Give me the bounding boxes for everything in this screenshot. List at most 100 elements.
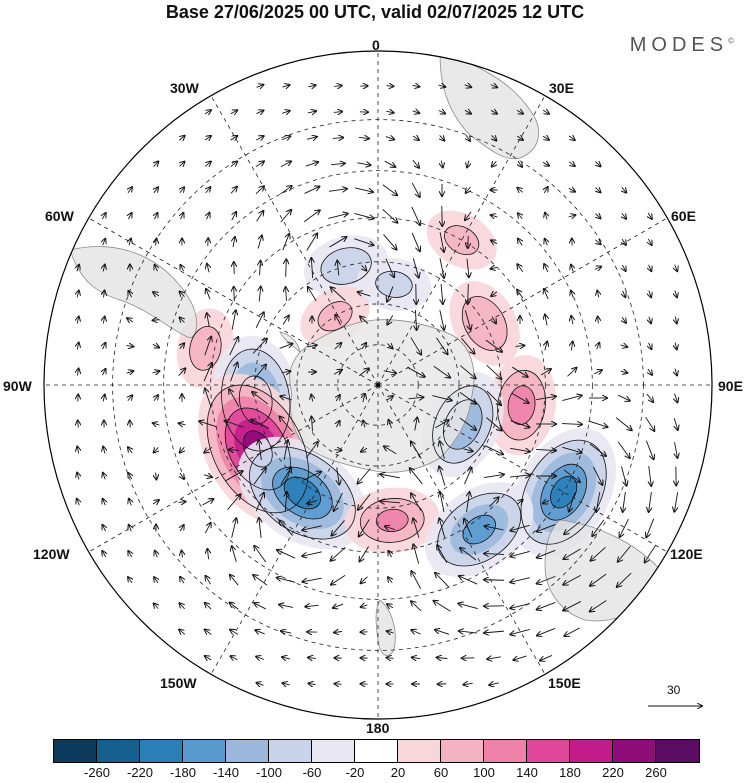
wind-vector bbox=[277, 578, 296, 583]
wind-vector bbox=[77, 447, 78, 454]
colorbar-tick-label: 260 bbox=[645, 765, 667, 780]
wind-vector bbox=[380, 474, 400, 479]
wind-vector bbox=[311, 258, 312, 279]
lon-label-60e: 60E bbox=[671, 208, 696, 224]
wind-vector bbox=[359, 546, 369, 562]
wind-vector bbox=[623, 290, 626, 297]
wind-vector bbox=[230, 161, 238, 167]
wind-vector bbox=[440, 492, 445, 512]
wind-vector bbox=[103, 395, 105, 402]
wind-vector bbox=[467, 258, 469, 277]
wind-vector bbox=[388, 551, 391, 558]
wind-vector bbox=[359, 519, 370, 537]
wind-vector bbox=[128, 551, 131, 558]
wind-vector bbox=[487, 657, 501, 659]
wind-vector bbox=[513, 655, 527, 660]
wind-vector bbox=[535, 449, 556, 450]
colorbar-tick-label: 220 bbox=[602, 765, 624, 780]
wind-vector bbox=[464, 85, 472, 87]
wind-vector bbox=[649, 492, 652, 512]
wind-vector bbox=[280, 186, 291, 195]
wind-vector bbox=[227, 494, 241, 510]
wind-vector bbox=[181, 551, 182, 558]
colorbar-tick-label: -20 bbox=[345, 765, 365, 780]
wind-vector bbox=[491, 215, 498, 217]
wind-vector bbox=[256, 656, 265, 659]
wind-vector bbox=[588, 420, 607, 427]
wind-vector bbox=[282, 683, 290, 685]
wind-vector bbox=[621, 466, 626, 485]
wind-vector bbox=[389, 420, 392, 429]
wind-vector bbox=[308, 658, 317, 659]
wind-vector bbox=[590, 600, 607, 611]
positive-anomaly-band bbox=[508, 385, 536, 425]
colorbar-tick-label: 140 bbox=[516, 765, 538, 780]
anomaly-contour bbox=[206, 384, 309, 514]
wind-vector bbox=[102, 525, 105, 532]
wind-vector bbox=[234, 287, 235, 302]
wind-vector bbox=[256, 136, 263, 140]
wind-vector bbox=[518, 213, 522, 218]
wind-vector bbox=[102, 213, 105, 220]
wind-vector bbox=[545, 342, 547, 351]
wind-vector bbox=[362, 265, 367, 270]
wind-vector bbox=[459, 391, 476, 404]
wind-vector bbox=[129, 239, 131, 246]
anomaly-contour bbox=[238, 375, 273, 425]
wind-vector bbox=[152, 500, 159, 504]
wind-vectors bbox=[77, 85, 678, 686]
wind-vector bbox=[230, 630, 239, 635]
wind-vector bbox=[490, 110, 497, 113]
wind-vector bbox=[154, 447, 159, 452]
wind-vector bbox=[510, 420, 530, 428]
wind-vector bbox=[363, 421, 365, 428]
wind-vector bbox=[649, 342, 652, 349]
wind-vector bbox=[464, 519, 473, 538]
wind-vector bbox=[156, 239, 157, 246]
wind-vector bbox=[544, 264, 548, 273]
wind-vector bbox=[486, 390, 501, 405]
wind-vector bbox=[311, 417, 312, 432]
wind-vector bbox=[286, 259, 287, 277]
wind-vector bbox=[337, 261, 339, 276]
wind-vector bbox=[537, 524, 556, 531]
wind-vector bbox=[281, 371, 291, 372]
wind-vector bbox=[433, 365, 450, 377]
wind-vector bbox=[302, 472, 321, 481]
wind-vector bbox=[464, 310, 470, 329]
wind-vector bbox=[545, 213, 547, 220]
wind-vector bbox=[410, 337, 421, 354]
wind-vector bbox=[568, 188, 575, 191]
wind-vector bbox=[358, 137, 369, 138]
wind-vector bbox=[283, 440, 288, 460]
negative-anomaly-band bbox=[375, 271, 413, 298]
wind-vector bbox=[178, 368, 186, 376]
wind-vector bbox=[592, 519, 605, 536]
wind-vector bbox=[280, 210, 291, 223]
wind-vector bbox=[460, 365, 475, 379]
wind-vector bbox=[156, 472, 157, 480]
streamfunction-contours bbox=[189, 225, 607, 567]
wind-vector bbox=[437, 657, 448, 658]
wind-vector bbox=[440, 135, 445, 140]
wind-vector bbox=[333, 604, 344, 608]
wind-vector bbox=[489, 683, 499, 685]
wind-vector bbox=[155, 265, 158, 272]
wind-vector bbox=[232, 212, 236, 221]
wind-vector bbox=[205, 576, 211, 585]
wind-vector bbox=[489, 497, 498, 508]
page-title: Base 27/06/2025 00 UTC, valid 02/07/2025… bbox=[165, 2, 585, 22]
anomaly-contour bbox=[432, 385, 494, 464]
wind-vector bbox=[358, 468, 371, 483]
colorbar-tick-label: -140 bbox=[212, 765, 240, 780]
wind-vector bbox=[386, 111, 393, 112]
wind-vector bbox=[77, 265, 79, 272]
wind-vector bbox=[277, 550, 296, 559]
wind-vector bbox=[385, 137, 394, 140]
wind-vector bbox=[517, 264, 524, 273]
colorbar bbox=[53, 739, 700, 763]
latitude-circle bbox=[163, 170, 593, 600]
wind-vector bbox=[229, 389, 240, 407]
wind-vector bbox=[230, 110, 237, 114]
wind-vector bbox=[595, 162, 600, 167]
